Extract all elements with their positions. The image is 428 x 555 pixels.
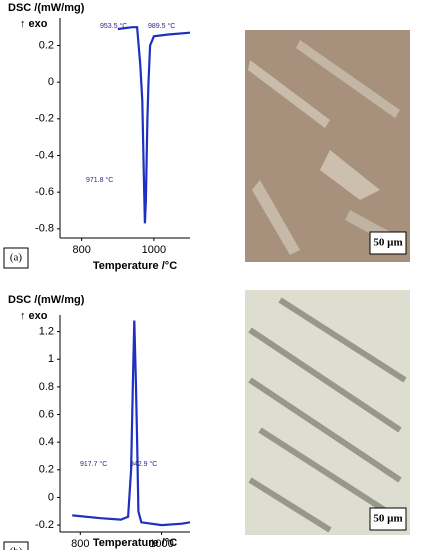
y-axis-label: DSC /(mW/mg) [8,2,85,14]
peak-annotation: 971.8 °C [86,176,113,184]
y-tick-label: -0.8 [35,223,54,235]
y-tick-label: 0.6 [39,408,54,420]
peak-annotation: 942.9 °C [130,460,157,468]
x-tick-label: 1000 [149,538,173,550]
y-tick-label: 0.8 [39,381,54,393]
y-tick-label: 0.4 [39,436,54,448]
y-tick-label: 0 [48,491,54,503]
y-tick-label: 1.2 [39,325,54,337]
x-tick-label: 800 [71,538,89,550]
exo-note: ↑ exo [20,310,48,322]
y-tick-label: -0.2 [35,519,54,531]
panel-label: (b) [10,546,23,550]
peak-annotation: 989.5 °C [148,22,175,30]
y-tick-label: -0.2 [35,113,54,125]
x-axis-label: Temperature /°C [93,260,177,272]
x-tick-label: 1000 [142,244,166,256]
micrograph-a-texture [248,40,405,255]
y-tick-label: 1 [48,353,54,365]
y-tick-label: -0.6 [35,186,54,198]
micrograph-b-texture [248,297,407,533]
y-tick-label: 0.2 [39,464,54,476]
peak-annotation: 953.5 °C [100,22,127,30]
dsc-curve [72,320,191,527]
panel-label: (a) [10,252,23,264]
dsc-curve [117,26,191,224]
micrograph-b [245,290,410,535]
exo-note: ↑ exo [20,18,48,30]
y-tick-label: -0.4 [35,149,54,161]
scale-label: 50 µm [373,513,402,525]
y-tick-label: 0 [48,76,54,88]
x-axis-label: Temperature /°C [93,537,177,549]
scale-box [369,507,407,531]
scale-box [369,231,407,255]
x-tick-label: 800 [72,244,90,256]
scale-label: 50 µm [373,237,402,249]
peak-annotation: 917.7 °C [80,460,107,468]
y-tick-label: 0.2 [39,39,54,51]
panel-box [3,247,29,269]
y-axis-label: DSC /(mW/mg) [8,294,85,306]
